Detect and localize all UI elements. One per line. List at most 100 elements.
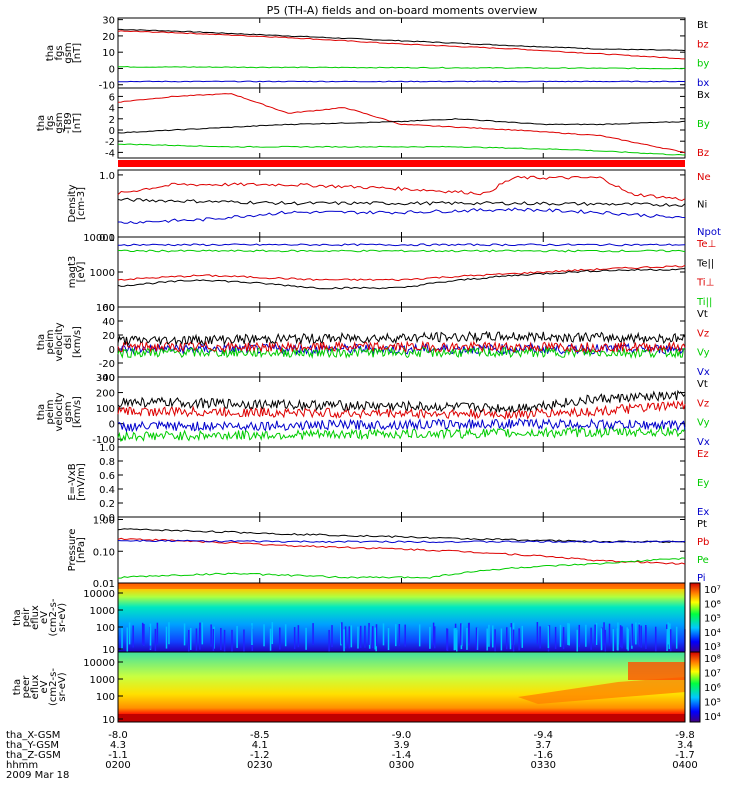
y-tick-label: 1000 xyxy=(90,606,115,617)
spectrogram-noise xyxy=(149,623,152,646)
y-tick-label: -10 xyxy=(99,81,115,92)
spectrogram-noise xyxy=(460,623,462,646)
spectrogram-noise xyxy=(128,622,131,645)
spectrogram-noise xyxy=(243,629,245,652)
spectrogram-noise xyxy=(576,629,578,652)
y-axis-label: gsm xyxy=(63,42,74,63)
ephemeris-label: tha_Y-GSM xyxy=(6,740,59,751)
legend-label: Vx xyxy=(697,437,710,448)
spectrogram-noise xyxy=(398,624,401,647)
legend-label: Bt xyxy=(697,20,708,31)
spectrogram-noise xyxy=(293,627,296,650)
spectrogram-noise xyxy=(467,623,470,646)
spectrogram-noise xyxy=(418,624,421,647)
series-line-Bt xyxy=(118,28,686,52)
spectrogram-noise xyxy=(635,622,637,645)
spectrogram-noise xyxy=(456,629,458,652)
ephemeris-value: 3.4 xyxy=(677,740,693,751)
ephemeris-label: hhmm xyxy=(6,760,38,771)
legend-label: Vt xyxy=(697,309,708,320)
spectrogram-noise xyxy=(121,627,123,650)
spectrogram-noise xyxy=(617,622,619,645)
spectrogram-noise xyxy=(348,626,351,649)
y-tick-label: 10000 xyxy=(83,589,115,600)
y-tick-label: 200 xyxy=(96,389,115,400)
legend-label: Ex xyxy=(697,507,709,518)
spectrogram-noise xyxy=(141,622,144,645)
y-tick-label: -2 xyxy=(105,137,115,148)
spectrogram-noise xyxy=(627,628,629,651)
y-tick-label: 0.10 xyxy=(93,547,115,558)
spectrogram-noise xyxy=(271,622,274,645)
y-axis-label: gsm xyxy=(54,112,65,133)
y-axis-label: Density xyxy=(67,184,78,222)
spectrogram-noise xyxy=(312,623,314,646)
panel-exb: 1.0 0.8 0.6 0.4 0.2 0.0 E=-VxB[mV/m] Ez Ey Ex xyxy=(67,443,709,524)
legend-label: bz xyxy=(697,39,709,50)
series-line-bz xyxy=(117,30,685,60)
y-tick-label: -4 xyxy=(105,148,115,159)
y-tick-label: 0 xyxy=(109,126,115,137)
y-tick-label: 40 xyxy=(102,317,115,328)
series-line-Vx xyxy=(117,417,686,433)
legend-label: Vy xyxy=(697,348,710,359)
spectrogram-noise xyxy=(201,622,204,645)
y-axis-label: tha xyxy=(12,679,23,695)
spectrogram-noise xyxy=(331,625,333,648)
y-axis-label: [nT] xyxy=(72,43,83,63)
legend-label: Vx xyxy=(697,367,710,378)
series-line-Vz xyxy=(117,399,686,421)
spectrogram-noise xyxy=(432,622,435,645)
ephemeris-label: tha_X-GSM xyxy=(6,730,60,741)
spectrogram-noise xyxy=(666,628,668,651)
y-axis-label: sr-eV) xyxy=(57,603,68,632)
spectrogram-noise xyxy=(305,627,307,650)
spectrogram-noise xyxy=(340,623,342,646)
panel-frame xyxy=(117,236,686,308)
y-tick-label: 10 xyxy=(102,715,115,726)
x-tick-label: 0300 xyxy=(389,760,414,771)
y-axis-label: eflux xyxy=(30,605,41,630)
ephemeris-value: -9.8 xyxy=(675,730,695,741)
y-axis-label: peim xyxy=(45,329,56,354)
spectrogram-feature xyxy=(518,677,685,704)
y-tick-label: 0.0 xyxy=(99,513,115,524)
legend-label: bx xyxy=(697,78,709,89)
y-tick-label: 0.1 xyxy=(99,233,115,244)
series-line-Vt xyxy=(117,389,686,414)
y-axis-label: peim xyxy=(45,399,56,424)
spectrogram-noise xyxy=(590,627,592,650)
y-tick-label: 100 xyxy=(96,692,115,703)
ephemeris-value: -8.5 xyxy=(250,730,270,741)
spectrogram-noise xyxy=(455,627,457,650)
y-axis-label: dsl xyxy=(63,335,74,349)
ephemeris-value: -1.1 xyxy=(108,750,128,761)
legend-label: Ni xyxy=(697,200,707,211)
spectrogram-noise xyxy=(126,627,128,650)
spectrogram-noise xyxy=(638,624,641,647)
y-axis-label: tha xyxy=(36,334,47,350)
legend-label: Pi xyxy=(697,573,706,584)
panel-frame xyxy=(117,651,686,723)
y-axis-label: tha xyxy=(36,404,47,420)
y-axis-label: sr-eV) xyxy=(57,672,68,701)
series-line-Pi xyxy=(117,539,686,544)
legend-label: by xyxy=(697,59,709,70)
ephemeris-value: 3.7 xyxy=(535,740,551,751)
series-line-Vy xyxy=(117,425,686,442)
ephemeris-value: -1.2 xyxy=(250,750,270,761)
spectrogram-noise xyxy=(655,629,657,652)
spectrogram-noise xyxy=(269,628,272,651)
spectrogram-noise xyxy=(518,628,520,651)
spectrogram-noise xyxy=(568,623,570,646)
series-line-by xyxy=(118,65,686,70)
spectrogram-noise xyxy=(165,626,168,649)
spectrogram-noise xyxy=(368,622,370,645)
ephemeris-value: 4.1 xyxy=(252,740,268,751)
series-line-Ti⊥ xyxy=(117,264,686,282)
legend-label: Te⊥ xyxy=(696,239,716,250)
